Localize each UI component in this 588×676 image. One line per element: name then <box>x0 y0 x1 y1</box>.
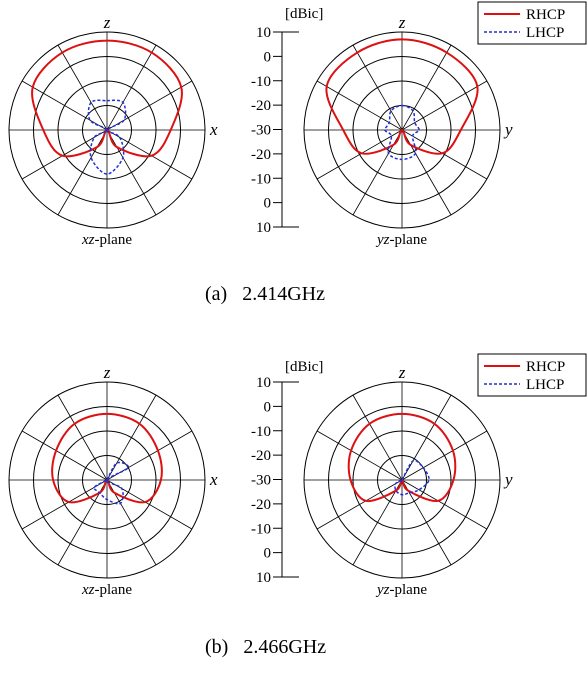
pa-yz-vertical-axis-label: z <box>398 13 406 32</box>
pb-legend-box <box>477 353 587 397</box>
pa-yz-grid-spoke <box>316 80 403 131</box>
pa-xz-grid-spoke <box>57 44 108 131</box>
pa-scale-tick-label: -20 <box>251 98 271 114</box>
pb-scale-tick-label: 0 <box>264 546 272 562</box>
pb-legend-label-lhcp: LHCP <box>526 377 564 393</box>
pa-xz-horizontal-axis-label: x <box>209 120 218 139</box>
pa-xz-plane-label: xz-plane <box>81 232 132 248</box>
pa-yz-horizontal-axis-label: y <box>503 120 513 139</box>
pa-scale-tick-label: 10 <box>256 220 271 236</box>
pa-yz-series-rhcp <box>325 38 479 155</box>
pb-yz-grid-spoke <box>352 394 403 481</box>
pb-scale-tick-label: -20 <box>251 448 271 464</box>
pb-xz-grid-spoke <box>21 479 108 530</box>
caption-a-label: (a) <box>205 283 228 305</box>
pa-yz-grid-spoke <box>401 44 452 131</box>
pa-yz-grid-spoke <box>401 80 488 131</box>
pb-yz-plane-label: yz-plane <box>375 582 427 598</box>
pb-xz-series-lhcp <box>93 461 130 505</box>
pb-yz-grid-spoke <box>316 479 403 530</box>
pa-yz-grid-spoke <box>316 129 403 180</box>
caption-a: (a) 2.414GHz <box>205 283 325 306</box>
pb-scale-tick-label: -20 <box>251 497 271 513</box>
pa-scale-tick-label: 0 <box>264 196 272 212</box>
pb-yz-horizontal-axis-label: y <box>503 470 513 489</box>
pb-yz-grid-spoke <box>401 394 452 481</box>
pa-scale-tick-label: -30 <box>251 123 271 139</box>
pa-yz-series-lhcp <box>384 104 420 161</box>
pb-xz-grid-spoke <box>106 430 193 481</box>
pb-yz-grid-spoke <box>401 430 488 481</box>
pa-xz-grid-spoke <box>106 44 157 131</box>
pa-xz-series-rhcp <box>31 39 183 158</box>
caption-a-frequency: 2.414GHz <box>242 283 325 305</box>
pb-scale-tick-label: -10 <box>251 424 271 440</box>
pa-legend-label-lhcp: LHCP <box>526 25 564 41</box>
pa-scale-tick-label: -10 <box>251 171 271 187</box>
pb-yz-grid-spoke <box>401 479 488 530</box>
pb-scale-tick-label: -30 <box>251 473 271 489</box>
pb-scale-tick-label: 0 <box>264 399 272 415</box>
pb-xz-vertical-axis-label: z <box>103 363 111 382</box>
pa-legend-label-rhcp: RHCP <box>526 7 565 23</box>
pa-unit-label: [dBic] <box>285 6 323 22</box>
pa-xz-grid-spoke <box>57 129 108 216</box>
pb-unit-label: [dBic] <box>285 359 323 375</box>
pb-yz-vertical-axis-label: z <box>398 363 406 382</box>
pb-xz-grid-spoke <box>106 479 193 530</box>
pa-scale-tick-label: 0 <box>264 49 272 65</box>
pa-scale-tick-label: -10 <box>251 74 271 90</box>
pb-xz-grid-spoke <box>21 430 108 481</box>
pb-yz-grid-spoke <box>316 430 403 481</box>
pb-xz-grid-spoke <box>106 394 157 481</box>
pb-scale-tick-label: 10 <box>256 375 271 391</box>
pa-scale-tick-label: -20 <box>251 147 271 163</box>
pa-scale-tick-label: 10 <box>256 25 271 41</box>
pa-yz-plane-label: yz-plane <box>375 232 427 248</box>
caption-b-label: (b) <box>205 636 229 658</box>
caption-b: (b) 2.466GHz <box>205 636 326 659</box>
pa-yz-grid-spoke <box>352 44 403 131</box>
pb-scale-tick-label: 10 <box>256 570 271 586</box>
pa-xz-grid-spoke <box>21 129 108 180</box>
pb-xz-plane-label: xz-plane <box>81 582 132 598</box>
pb-yz-grid-spoke <box>401 479 452 566</box>
pa-xz-grid-spoke <box>106 129 157 216</box>
pb-scale-tick-label: -10 <box>251 521 271 537</box>
pa-xz-vertical-axis-label: z <box>103 13 111 32</box>
pa-xz-grid-spoke <box>106 80 193 131</box>
caption-b-frequency: 2.466GHz <box>243 636 327 658</box>
pb-legend-label-rhcp: RHCP <box>526 359 565 375</box>
pa-legend-box <box>477 1 587 45</box>
pa-yz-grid-spoke <box>401 129 488 180</box>
pb-xz-horizontal-axis-label: x <box>209 470 218 489</box>
pa-xz-grid-spoke <box>21 80 108 131</box>
pb-yz-grid-spoke <box>352 479 403 566</box>
pb-yz-series-lhcp <box>394 459 430 496</box>
pb-xz-grid-spoke <box>57 394 108 481</box>
pa-xz-grid-spoke <box>106 129 193 180</box>
